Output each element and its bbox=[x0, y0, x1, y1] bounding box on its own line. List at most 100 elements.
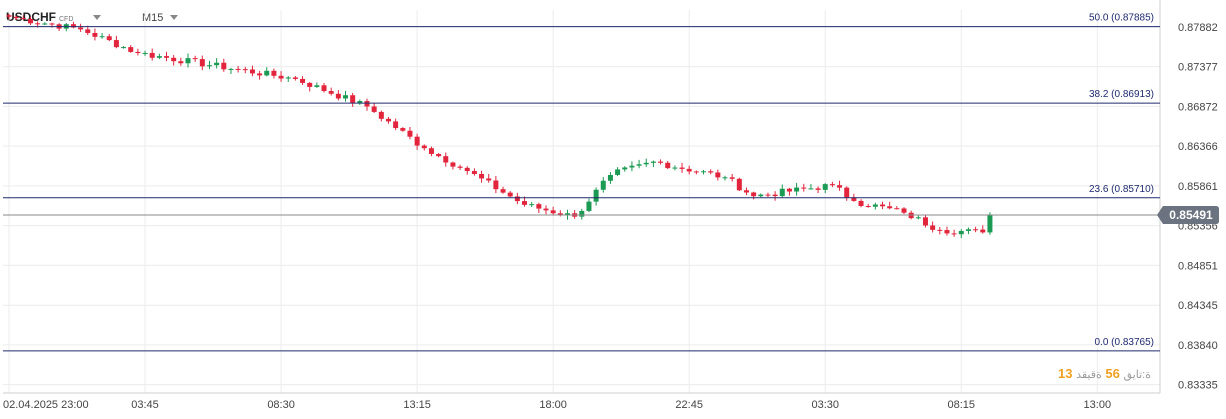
fib-level-label: 23.6 (0.85710) bbox=[1089, 184, 1154, 195]
candle-up bbox=[529, 204, 535, 206]
candle-up bbox=[593, 189, 599, 202]
candle-down bbox=[371, 106, 377, 112]
candle-down bbox=[164, 56, 170, 58]
candle-down bbox=[557, 213, 563, 216]
candle-down bbox=[457, 166, 463, 168]
candle-down bbox=[894, 208, 900, 210]
timeframe-dropdown-icon[interactable] bbox=[170, 15, 178, 20]
candle-down bbox=[49, 23, 55, 25]
candle-down bbox=[78, 27, 84, 30]
countdown-hours: 13 bbox=[1058, 366, 1073, 381]
candle-down bbox=[765, 194, 771, 196]
fib-level-label: 0.0 (0.83765) bbox=[1095, 337, 1155, 348]
candle-down bbox=[428, 148, 434, 154]
candle-up bbox=[779, 188, 785, 197]
candle-up bbox=[264, 70, 270, 76]
fib-level-label: 38.2 (0.86913) bbox=[1089, 89, 1154, 100]
candle-down bbox=[192, 58, 198, 60]
candle-down bbox=[507, 192, 513, 197]
y-tick-label: 0.87882 bbox=[1178, 22, 1218, 34]
candle-down bbox=[385, 118, 391, 122]
x-tick-label: 13:15 bbox=[403, 399, 431, 411]
candle-up bbox=[600, 180, 606, 190]
candle-down bbox=[328, 91, 334, 94]
y-tick-label: 0.83840 bbox=[1178, 340, 1218, 352]
candle-down bbox=[973, 229, 979, 231]
candle-down bbox=[880, 204, 886, 207]
x-tick-label: 03:45 bbox=[131, 399, 159, 411]
candle-down bbox=[443, 156, 449, 163]
candle-down bbox=[235, 68, 241, 70]
candle-down bbox=[844, 187, 850, 198]
candle-up bbox=[314, 85, 320, 87]
candle-up bbox=[228, 68, 234, 70]
candle-down bbox=[658, 161, 664, 163]
x-tick-label: 08:30 bbox=[267, 399, 295, 411]
candle-up bbox=[701, 171, 707, 173]
candle-up bbox=[99, 36, 105, 38]
candle-down bbox=[751, 192, 757, 197]
candle-up bbox=[564, 213, 570, 216]
timeframe-label[interactable]: M15 bbox=[142, 12, 164, 24]
candle-up bbox=[607, 174, 613, 181]
candle-up bbox=[722, 177, 728, 179]
candle-down bbox=[278, 75, 284, 79]
candle-down bbox=[199, 59, 205, 67]
candle-down bbox=[85, 29, 91, 33]
candle-down bbox=[13, 16, 19, 19]
symbol-dropdown-icon[interactable] bbox=[93, 15, 101, 20]
candle-up bbox=[987, 215, 993, 233]
candle-up bbox=[872, 204, 878, 207]
candle-down bbox=[106, 36, 112, 41]
candle-up bbox=[343, 95, 349, 99]
candle-down bbox=[715, 172, 721, 178]
candle-down bbox=[500, 189, 506, 193]
candle-up bbox=[629, 165, 635, 168]
candle-up bbox=[586, 201, 592, 211]
candle-down bbox=[729, 177, 735, 179]
symbol-label[interactable]: USDCHF CFD bbox=[6, 10, 74, 24]
candle-up bbox=[121, 47, 127, 49]
candle-up bbox=[643, 162, 649, 165]
candle-down bbox=[92, 32, 98, 37]
candle-down bbox=[171, 57, 177, 62]
candle-up bbox=[958, 230, 964, 235]
candle-down bbox=[887, 206, 893, 209]
candle-down bbox=[815, 188, 821, 190]
candle-down bbox=[493, 180, 499, 190]
candle-down bbox=[708, 171, 714, 173]
candle-up bbox=[142, 52, 148, 54]
candle-up bbox=[214, 62, 220, 66]
candle-down bbox=[450, 162, 456, 167]
candle-down bbox=[178, 61, 184, 64]
current-price-label: 0.85491 bbox=[1169, 208, 1213, 222]
candle-down bbox=[6, 15, 12, 17]
y-tick-label: 0.86366 bbox=[1178, 141, 1218, 153]
candle-down bbox=[35, 23, 41, 25]
candle-down bbox=[679, 167, 685, 169]
candle-down bbox=[20, 18, 26, 20]
candle-down bbox=[837, 185, 843, 188]
chart-header: USDCHF CFD M15 bbox=[0, 0, 1160, 28]
candle-down bbox=[522, 201, 528, 205]
candle-down bbox=[858, 200, 864, 206]
candle-down bbox=[801, 187, 807, 189]
x-tick-label: 18:00 bbox=[539, 399, 567, 411]
x-tick-label: 03:30 bbox=[811, 399, 839, 411]
candle-up bbox=[794, 187, 800, 192]
candle-down bbox=[242, 69, 248, 71]
y-tick-label: 0.86872 bbox=[1178, 101, 1218, 113]
candle-up bbox=[285, 77, 291, 79]
candle-countdown: 13 ة:تايق 56 ةقيقد bbox=[1058, 366, 1151, 381]
x-tick-label: 13:00 bbox=[1084, 399, 1112, 411]
countdown-minutes-label: ةقيقد bbox=[1076, 369, 1102, 381]
candle-down bbox=[400, 128, 406, 131]
candle-down bbox=[486, 178, 492, 181]
candle-up bbox=[42, 23, 48, 25]
candle-up bbox=[615, 169, 621, 175]
candle-down bbox=[321, 85, 327, 92]
candle-down bbox=[335, 93, 341, 99]
candle-down bbox=[300, 78, 306, 83]
candle-down bbox=[436, 153, 442, 157]
